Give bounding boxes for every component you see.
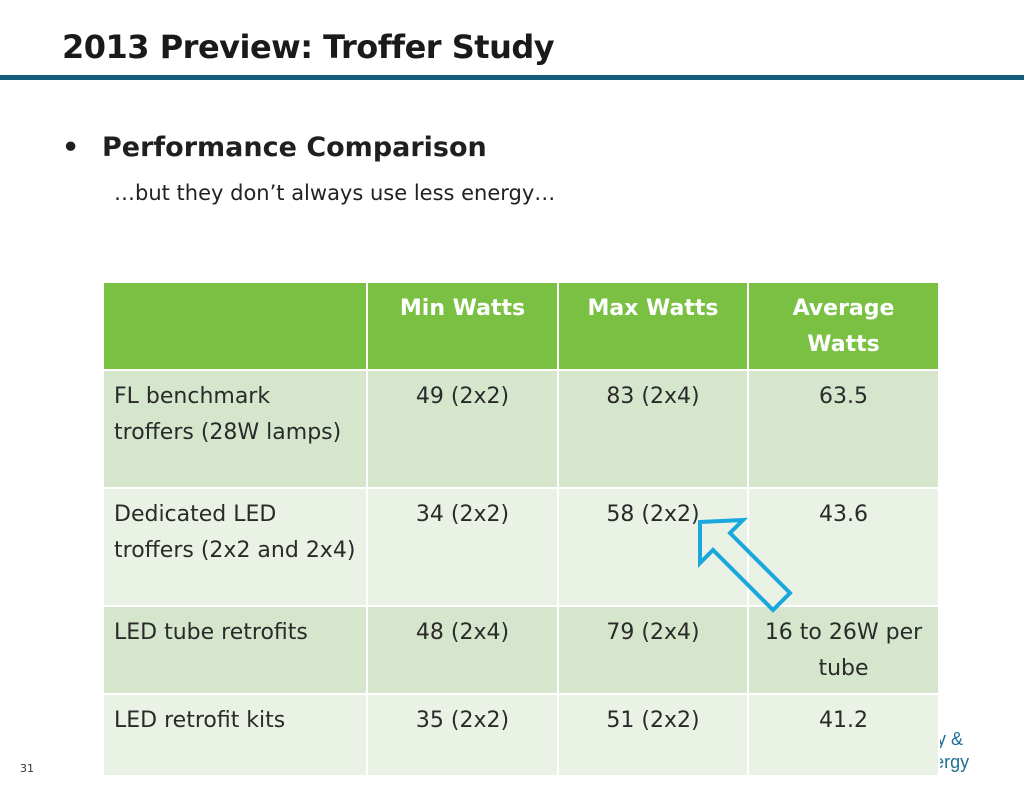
performance-table: Min Watts Max Watts Average Watts FL ben… (102, 281, 940, 777)
average-watts-cell: 41.2 (747, 693, 940, 777)
bullet-item: • Performance Comparison (62, 132, 487, 163)
average-watts-cell: 43.6 (747, 487, 940, 607)
table-row: FL benchmark troffers (28W lamps) 49 (2x… (102, 369, 940, 489)
row-label: Dedicated LED troffers (2x2 and 2x4) (102, 487, 368, 607)
bullet-dot-icon: • (62, 132, 80, 163)
max-watts-cell: 58 (2x2) (557, 487, 749, 607)
max-watts-cell: 79 (2x4) (557, 605, 749, 695)
min-watts-cell: 49 (2x2) (366, 369, 559, 489)
table-row: LED retrofit kits 35 (2x2) 51 (2x2) 41.2 (102, 693, 940, 777)
row-label: LED tube retrofits (102, 605, 368, 695)
bullet-subtext: …but they don’t always use less energy… (114, 181, 556, 205)
table-row: LED tube retrofits 48 (2x4) 79 (2x4) 16 … (102, 605, 940, 695)
row-label: FL benchmark troffers (28W lamps) (102, 369, 368, 489)
average-watts-cell: 63.5 (747, 369, 940, 489)
header-min-watts: Min Watts (366, 281, 559, 371)
min-watts-cell: 35 (2x2) (366, 693, 559, 777)
average-watts-cell: 16 to 26W per tube (747, 605, 940, 695)
header-average-watts: Average Watts (747, 281, 940, 371)
max-watts-cell: 51 (2x2) (557, 693, 749, 777)
table-row: Dedicated LED troffers (2x2 and 2x4) 34 … (102, 487, 940, 607)
min-watts-cell: 34 (2x2) (366, 487, 559, 607)
header-max-watts: Max Watts (557, 281, 749, 371)
max-watts-cell: 83 (2x4) (557, 369, 749, 489)
header-cell-blank (102, 281, 368, 371)
slide-title: 2013 Preview: Troffer Study (62, 28, 555, 66)
min-watts-cell: 48 (2x4) (366, 605, 559, 695)
row-label: LED retrofit kits (102, 693, 368, 777)
bullet-text: Performance Comparison (102, 132, 487, 163)
table-header-row: Min Watts Max Watts Average Watts (102, 281, 940, 371)
title-divider (0, 75, 1024, 80)
slide-number: 31 (20, 762, 34, 775)
